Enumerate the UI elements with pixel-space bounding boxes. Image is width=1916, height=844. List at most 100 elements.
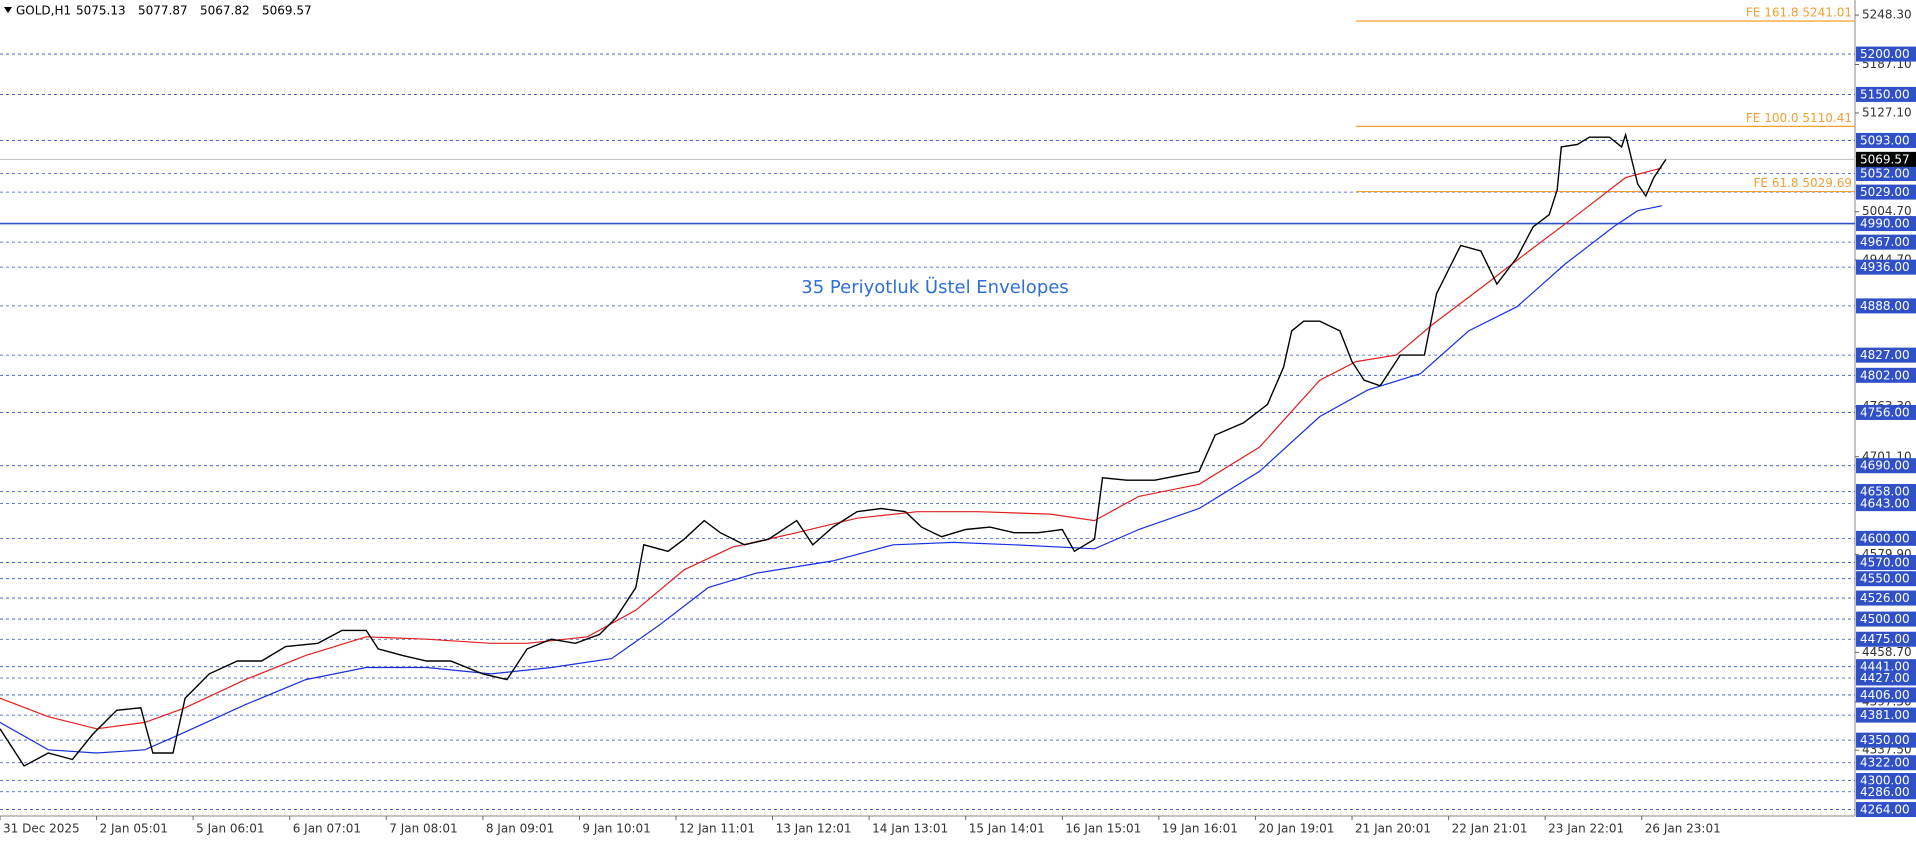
header-symbol: GOLD,H1 <box>16 4 71 18</box>
x-tick-label: 26 Jan 23:01 <box>1645 822 1721 836</box>
level-label-box <box>1856 216 1916 232</box>
level-label-box <box>1856 571 1916 587</box>
envelope-line <box>0 167 1663 730</box>
level-label-box <box>1856 259 1916 275</box>
header-value: 5075.13 <box>76 4 126 18</box>
x-tick-label: 19 Jan 16:01 <box>1162 822 1238 836</box>
level-label-box <box>1856 132 1916 148</box>
level-label: 5052.00 <box>1860 167 1910 181</box>
x-tick-label: 14 Jan 13:01 <box>872 822 948 836</box>
level-label-box <box>1856 802 1916 818</box>
fibo-label: FE 61.8 5029.69 <box>1754 176 1852 190</box>
x-tick-label: 31 Dec 2025 <box>3 822 80 836</box>
x-tick-label: 5 Jan 06:01 <box>196 822 264 836</box>
level-label: 4827.00 <box>1860 348 1910 362</box>
fibo-label: FE 100.0 5110.41 <box>1746 111 1852 125</box>
annotation: 35 Periyotluk Üstel Envelopes <box>801 276 1068 298</box>
price-line <box>0 132 1667 767</box>
level-label: 4690.00 <box>1860 459 1910 473</box>
level-label-box <box>1856 631 1916 647</box>
level-label-box <box>1856 784 1916 800</box>
x-tick-label: 16 Jan 15:01 <box>1065 822 1141 836</box>
level-label: 4500.00 <box>1860 612 1910 626</box>
level-label-box <box>1856 707 1916 723</box>
level-label: 4802.00 <box>1860 368 1910 382</box>
level-label: 4526.00 <box>1860 591 1910 605</box>
level-label-box <box>1856 166 1916 182</box>
level-label-box <box>1856 670 1916 686</box>
level-label: 4264.00 <box>1860 803 1910 817</box>
level-label: 4286.00 <box>1860 785 1910 799</box>
level-label-box <box>1856 530 1916 546</box>
x-tick-label: 6 Jan 07:01 <box>293 822 361 836</box>
level-label-box <box>1856 484 1916 500</box>
x-tick-label: 7 Jan 08:01 <box>389 822 457 836</box>
level-label-box <box>1856 772 1916 788</box>
header-value: 5077.87 <box>138 4 188 18</box>
level-label-box <box>1856 46 1916 62</box>
header-value: 5067.82 <box>200 4 250 18</box>
level-label: 4322.00 <box>1860 756 1910 770</box>
level-label: 4381.00 <box>1860 708 1910 722</box>
level-label: 4990.00 <box>1860 217 1910 231</box>
level-label: 4475.00 <box>1860 632 1910 646</box>
y-tick-label: 5004.70 <box>1862 204 1912 218</box>
level-label-box <box>1856 86 1916 102</box>
level-label: 5029.00 <box>1860 185 1910 199</box>
level-label: 5200.00 <box>1860 47 1910 61</box>
level-label: 4300.00 <box>1860 773 1910 787</box>
level-label-box <box>1856 555 1916 571</box>
level-label-box <box>1856 496 1916 512</box>
level-label: 4441.00 <box>1860 660 1910 674</box>
level-label: 4406.00 <box>1860 688 1910 702</box>
level-label-box <box>1856 298 1916 314</box>
level-label: 4643.00 <box>1860 497 1910 511</box>
x-tick-label: 13 Jan 12:01 <box>776 822 852 836</box>
x-tick-label: 20 Jan 19:01 <box>1258 822 1334 836</box>
level-label-box <box>1856 367 1916 383</box>
level-label: 4570.00 <box>1860 556 1910 570</box>
level-label-box <box>1856 611 1916 627</box>
last-price-box <box>1856 151 1916 167</box>
y-tick-label: 4458.70 <box>1862 645 1912 659</box>
fibo-label: FE 161.8 5241.01 <box>1746 5 1852 19</box>
level-label: 4350.00 <box>1860 733 1910 747</box>
level-label-box <box>1856 458 1916 474</box>
level-label: 4967.00 <box>1860 235 1910 249</box>
envelope-line <box>0 205 1663 754</box>
level-label: 4888.00 <box>1860 299 1910 313</box>
level-label-box <box>1856 184 1916 200</box>
x-tick-label: 22 Jan 21:01 <box>1452 822 1528 836</box>
level-label: 4756.00 <box>1860 405 1910 419</box>
level-label-box <box>1856 590 1916 606</box>
x-tick-label: 2 Jan 05:01 <box>100 822 168 836</box>
level-label: 4600.00 <box>1860 531 1910 545</box>
last-price-label: 5069.57 <box>1860 152 1910 166</box>
level-label-box <box>1856 687 1916 703</box>
level-label: 5150.00 <box>1860 87 1910 101</box>
level-label-box <box>1856 347 1916 363</box>
x-tick-label: 9 Jan 10:01 <box>582 822 650 836</box>
y-tick-label: 5127.10 <box>1862 105 1912 119</box>
level-label-box <box>1856 732 1916 748</box>
level-label-box <box>1856 234 1916 250</box>
level-label: 4550.00 <box>1860 572 1910 586</box>
x-tick-label: 15 Jan 14:01 <box>969 822 1045 836</box>
x-tick-label: 12 Jan 11:01 <box>679 822 755 836</box>
level-label-box <box>1856 755 1916 771</box>
level-label: 4658.00 <box>1860 485 1910 499</box>
y-tick-label: 5248.30 <box>1862 8 1912 22</box>
level-label: 4936.00 <box>1860 260 1910 274</box>
x-tick-label: 23 Jan 22:01 <box>1548 822 1624 836</box>
level-label: 4427.00 <box>1860 671 1910 685</box>
header-arrow <box>4 7 12 13</box>
level-label-box <box>1856 659 1916 675</box>
level-label: 5093.00 <box>1860 133 1910 147</box>
x-tick-label: 21 Jan 20:01 <box>1355 822 1431 836</box>
x-tick-label: 8 Jan 09:01 <box>486 822 554 836</box>
header-value: 5069.57 <box>262 4 312 18</box>
level-label-box <box>1856 404 1916 420</box>
